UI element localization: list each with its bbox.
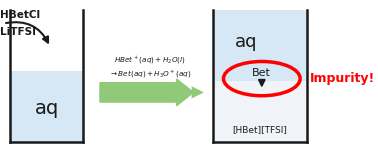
Text: aq: aq	[34, 99, 59, 118]
Text: $\rightarrow Bet(aq) + H_3O^+(aq)$: $\rightarrow Bet(aq) + H_3O^+(aq)$	[109, 69, 191, 80]
Text: Impurity!: Impurity!	[310, 72, 375, 85]
FancyBboxPatch shape	[10, 71, 83, 142]
Text: aq: aq	[235, 33, 257, 51]
Text: Bet: Bet	[253, 68, 271, 78]
Text: LiTFSI: LiTFSI	[0, 27, 36, 37]
FancyBboxPatch shape	[213, 81, 307, 142]
FancyArrow shape	[100, 79, 193, 106]
Text: [HBet][TFSI]: [HBet][TFSI]	[232, 125, 287, 134]
Text: HBetCl: HBetCl	[0, 10, 40, 20]
FancyBboxPatch shape	[213, 10, 307, 81]
Text: $HBet^+(aq) + H_2O(l)$: $HBet^+(aq) + H_2O(l)$	[114, 54, 186, 66]
